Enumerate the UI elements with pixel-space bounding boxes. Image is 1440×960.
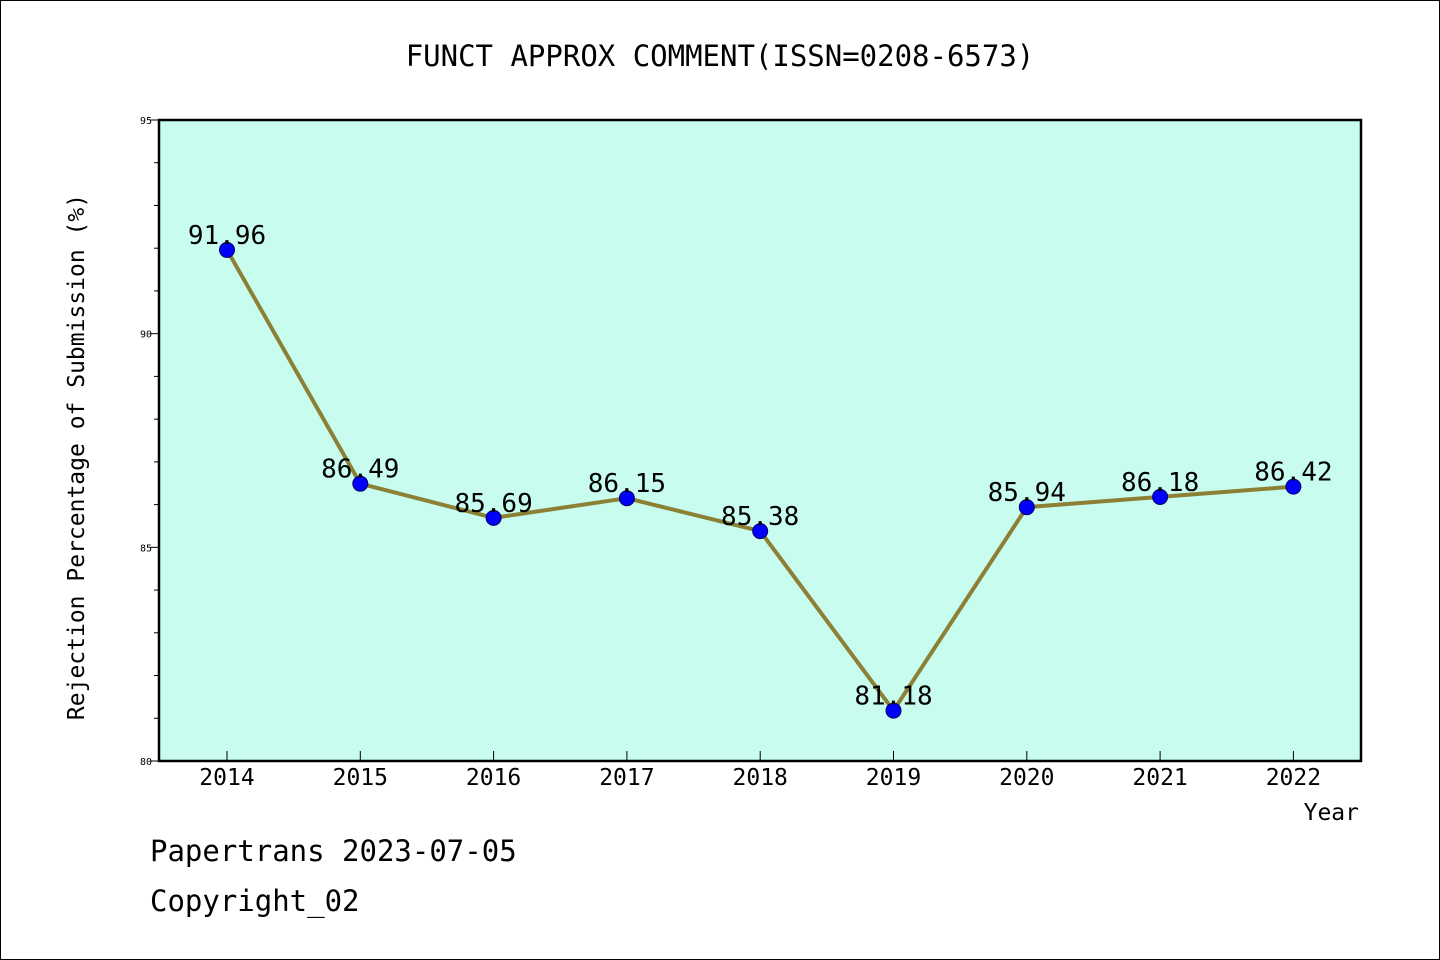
x-tick-label: 2019 [866, 765, 921, 791]
data-label: 86.15 [588, 469, 666, 499]
y-axis: 80 85 90 95 [140, 116, 159, 768]
footer-copyright-text: Copyright_02 [150, 884, 360, 918]
y-tick-label: 80 [140, 757, 152, 768]
x-tick-label: 2015 [333, 765, 388, 791]
x-axis-label: Year [1304, 800, 1359, 826]
y-tick-label: 85 [140, 543, 152, 554]
x-tick-label: 2017 [599, 765, 654, 791]
data-point [885, 702, 902, 719]
data-label: 86.42 [1254, 458, 1332, 488]
data-label: 85.38 [721, 502, 799, 532]
data-label: 81.18 [854, 682, 932, 712]
data-label: 91.96 [188, 221, 266, 251]
data-label: 86.49 [321, 455, 399, 485]
series-layer: 91.96 86.49 85.69 86.15 85.38 81.18 85.94 86.18… [188, 221, 1333, 719]
data-label: 85.94 [988, 478, 1066, 508]
data-point [1018, 499, 1035, 516]
data-point [1152, 488, 1169, 505]
x-tick-label: 2014 [199, 765, 254, 791]
data-point [618, 490, 635, 507]
y-tick-label: 90 [140, 330, 152, 341]
chart-title: FUNCT APPROX COMMENT(ISSN=0208-6573) [406, 39, 1035, 73]
plot-area [157, 118, 1363, 763]
data-point [352, 475, 369, 492]
x-tick-label: 2018 [733, 765, 788, 791]
x-tick-label: 2016 [466, 765, 521, 791]
x-tick-label: 2021 [1132, 765, 1187, 791]
x-axis: 2014 2015 2016 2017 2018 2019 2020 2021 2022 [199, 751, 1321, 791]
y-tick-label: 95 [140, 116, 152, 127]
data-point [485, 509, 502, 526]
data-label: 85.69 [454, 489, 532, 519]
y-axis-label: Rejection Percentage of Submission (%) [64, 194, 90, 720]
data-label: 86.18 [1121, 468, 1199, 498]
data-point [752, 523, 769, 540]
data-point [219, 241, 235, 258]
data-point [1285, 478, 1302, 495]
x-tick-label: 2022 [1266, 765, 1321, 791]
footer-source-text: Papertrans 2023-07-05 [150, 834, 517, 868]
x-tick-label: 2020 [999, 765, 1054, 791]
